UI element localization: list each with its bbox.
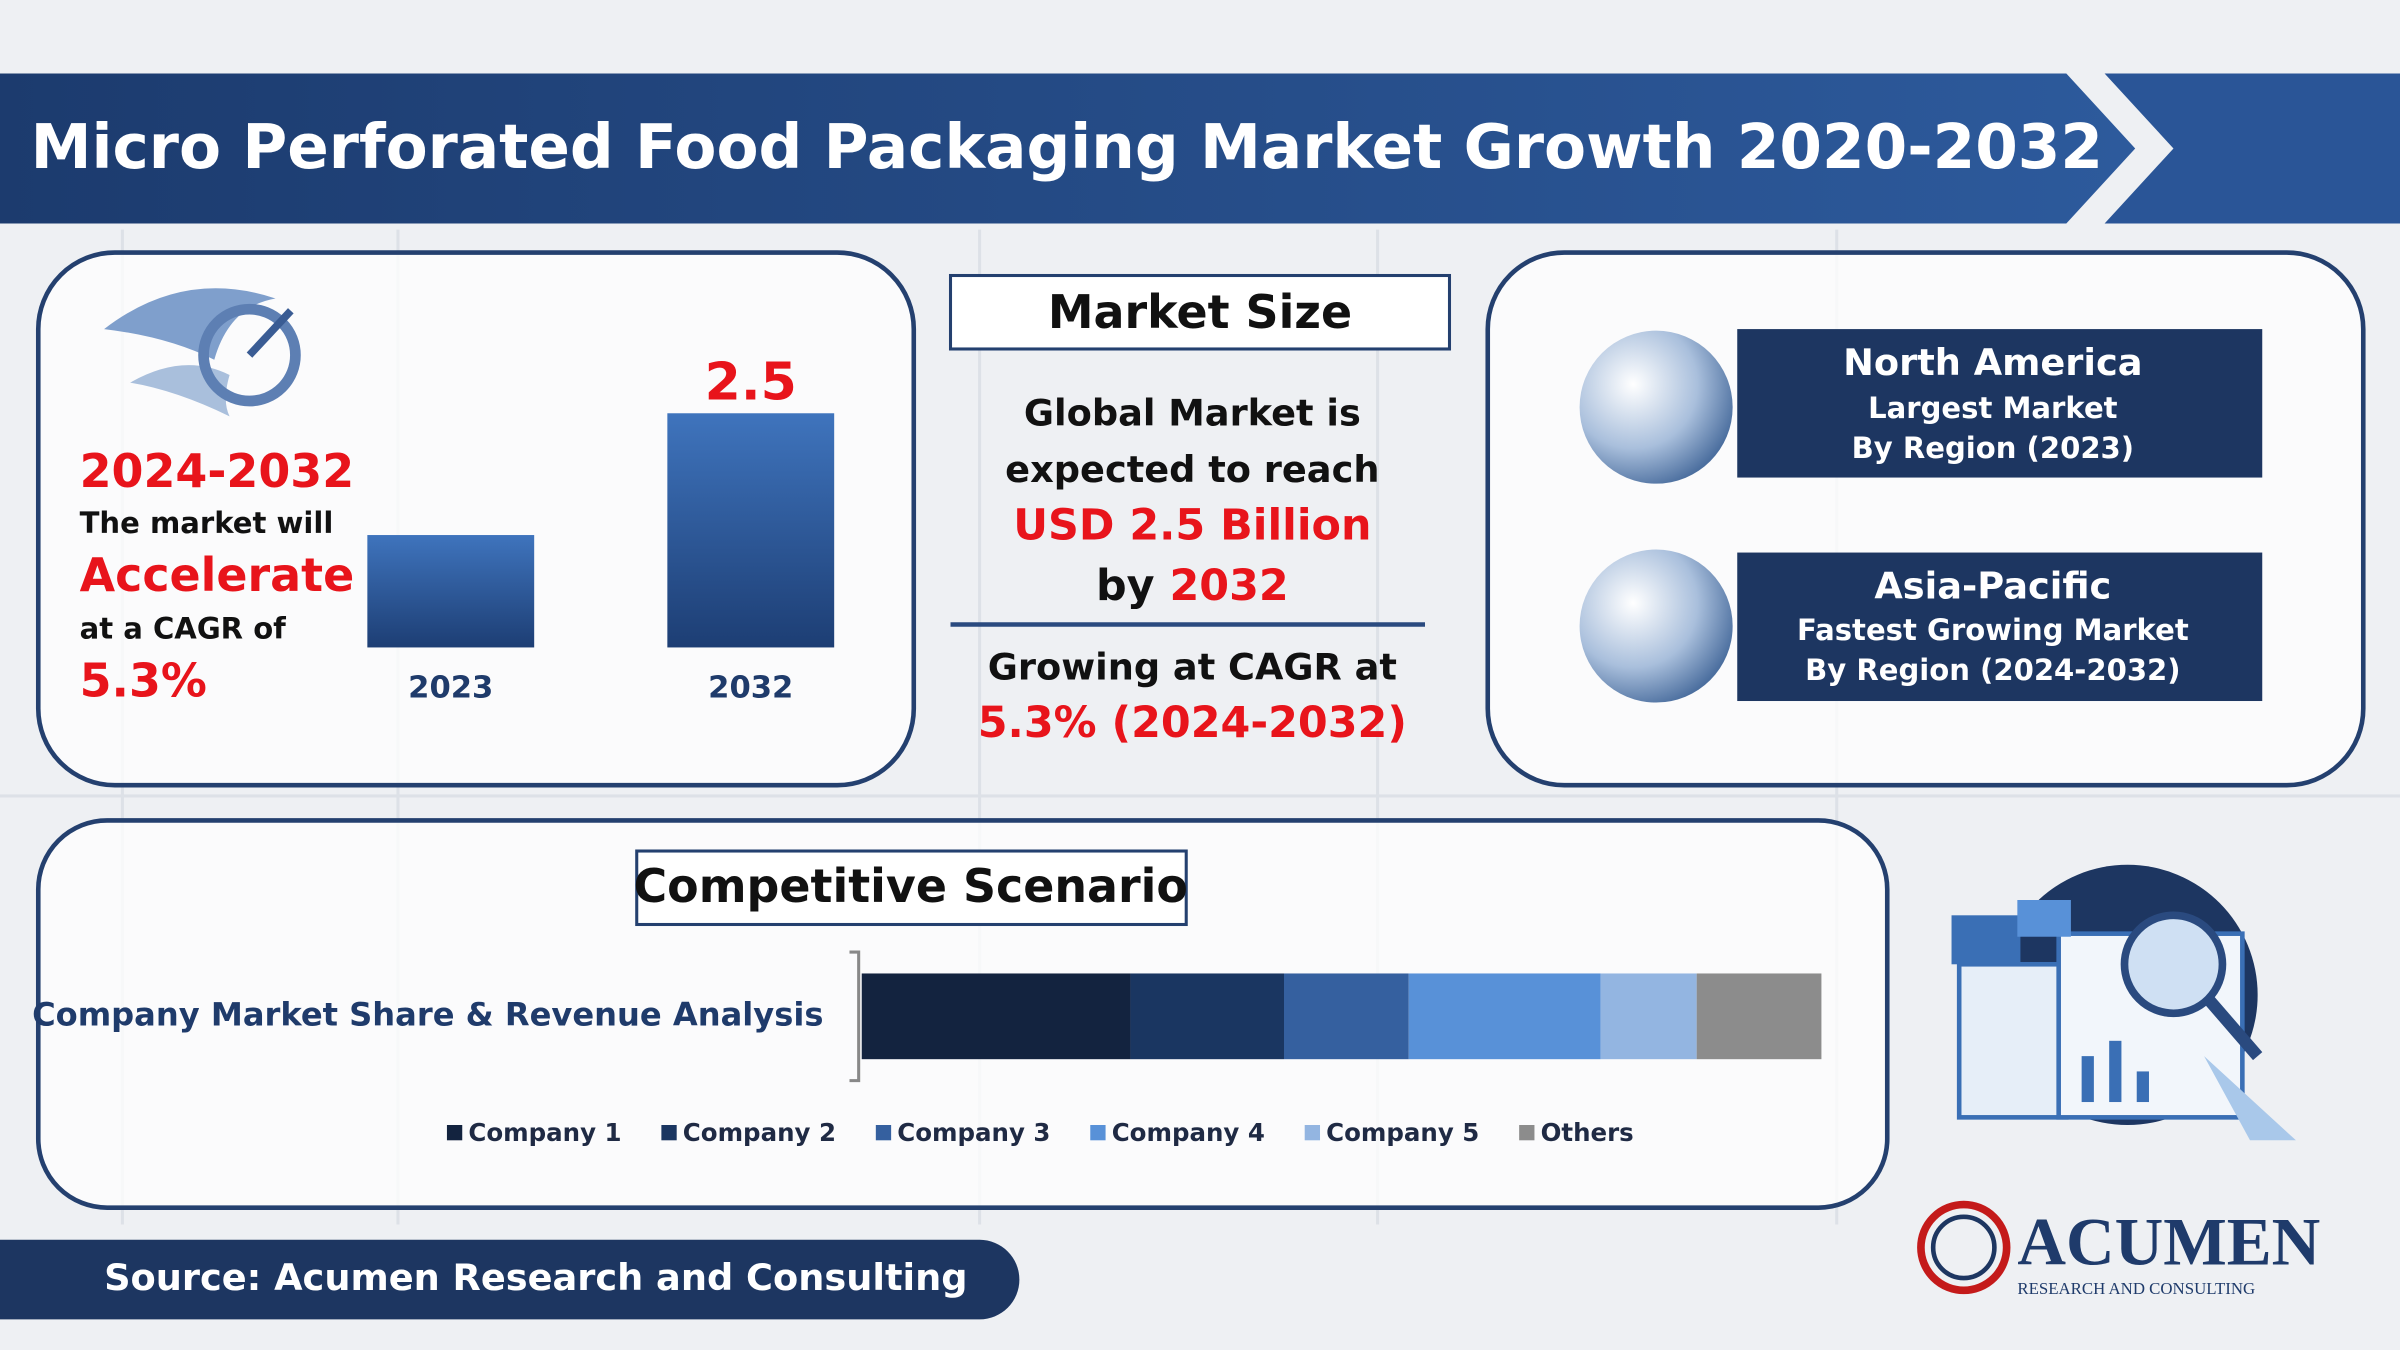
bar-segment — [1600, 973, 1697, 1060]
market-size-heading: Market Size — [1048, 285, 1352, 339]
legend-label: Company 3 — [897, 1118, 1050, 1147]
bar — [367, 535, 535, 648]
market-size-box — [948, 273, 1452, 351]
source-bar — [0, 1239, 1020, 1320]
market-size-value: USD 2.5 Billion — [1013, 501, 1371, 551]
category-label: Company Market Share & Revenue Analysis — [32, 995, 823, 1033]
x-tick-label: 2032 — [708, 670, 793, 705]
logo: ACUMEN RESEARCH AND CONSULTING — [1917, 1200, 2320, 1298]
banner-tail — [2104, 73, 2400, 224]
bar-segment — [1696, 973, 1822, 1060]
legend-swatch — [1090, 1125, 1106, 1141]
legend-swatch — [661, 1125, 677, 1141]
bar — [667, 413, 835, 648]
legend-swatch — [446, 1125, 463, 1141]
x-tick-label: 2023 — [408, 670, 493, 705]
region-text: By Region (2023) — [1852, 431, 2134, 465]
market-size-year: 2032 — [1169, 560, 1288, 610]
growth-text: at a CAGR of — [80, 612, 287, 646]
bar-segment — [1408, 973, 1601, 1060]
share-bar-chart: Company Market Share & Revenue Analysis C… — [32, 973, 1822, 1147]
legend-label: Others — [1541, 1118, 1634, 1147]
region-name: North America — [1843, 341, 2142, 384]
competitive-heading: Competitive Scenario — [633, 859, 1187, 913]
title: Micro Perforated Food Packaging Market G… — [31, 112, 2103, 183]
region-text: Fastest Growing Market — [1797, 613, 2189, 647]
globe-icon — [1579, 330, 1733, 484]
competitive-box — [635, 849, 1188, 927]
growth-cagr: 5.3% — [80, 654, 207, 708]
market-size-text: expected to reach — [1005, 448, 1379, 491]
legend-swatch — [1304, 1125, 1321, 1141]
logo-name: ACUMEN — [2017, 1204, 2320, 1279]
region-name: Asia-Pacific — [1874, 564, 2111, 607]
legend-label: Company 1 — [468, 1118, 621, 1147]
axis-bracket — [849, 950, 861, 1083]
size-bar-chart: 2023 2032 2.5 — [367, 353, 835, 705]
source: Source: Acumen Research and Consulting — [104, 1256, 967, 1299]
market-size-year-line: by 2032 — [1096, 560, 1289, 610]
gauge-icon — [104, 288, 301, 417]
bar-segment — [1130, 973, 1284, 1060]
logo-tagline: RESEARCH AND CONSULTING — [2017, 1279, 2255, 1298]
growth-highlight: Accelerate — [80, 548, 355, 602]
legend-label: Company 4 — [1112, 1118, 1265, 1147]
bar-segment — [861, 973, 1131, 1060]
region-text: Largest Market — [1868, 391, 2118, 425]
globe-icon — [1579, 549, 1733, 703]
cagr-value: 5.3% (2024-2032) — [978, 698, 1407, 748]
growth-text: The market will — [80, 506, 334, 540]
market-size-by: by — [1096, 560, 1155, 610]
legend-swatch — [1519, 1125, 1535, 1141]
region-box — [1737, 329, 2263, 478]
analytics-illustration — [1951, 864, 2296, 1141]
region-box — [1737, 552, 2263, 702]
region-text: By Region (2024-2032) — [1805, 653, 2180, 687]
legend-label: Company 5 — [1326, 1118, 1479, 1147]
growth-panel — [35, 250, 917, 788]
bar-segment — [1284, 973, 1409, 1060]
value-label: 2.5 — [705, 353, 797, 413]
market-size-text: Global Market is — [1024, 391, 1361, 434]
legend-swatch — [875, 1125, 892, 1141]
legend-label: Company 2 — [683, 1118, 836, 1147]
cagr-label: Growing at CAGR at — [988, 645, 1397, 688]
title-banner — [0, 73, 2136, 224]
growth-period: 2024-2032 — [80, 444, 355, 498]
